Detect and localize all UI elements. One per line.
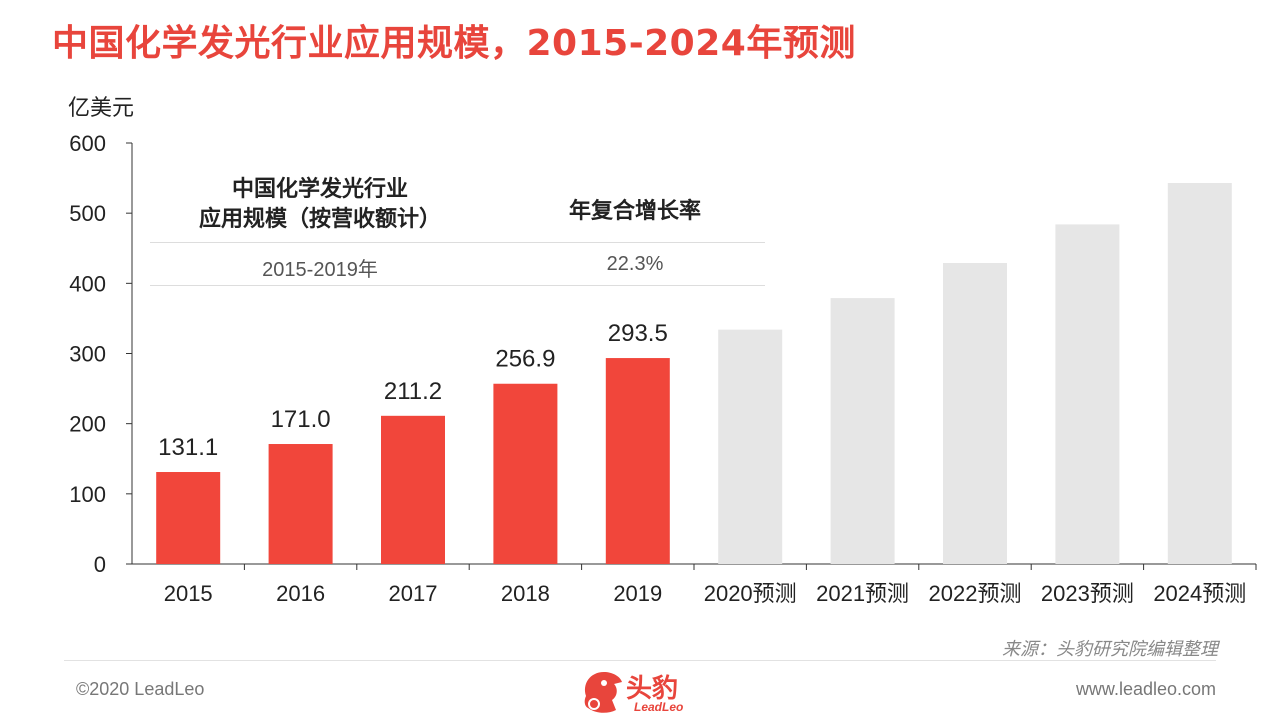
bar [1055, 224, 1120, 565]
y-tick-label: 0 [94, 552, 106, 577]
x-tick-label: 2020预测 [704, 581, 797, 606]
data-label: 131.1 [158, 434, 218, 461]
x-tick-label: 2018 [501, 581, 550, 606]
data-label: 293.5 [608, 320, 668, 347]
bar [381, 415, 445, 564]
cagr-header-rate: 年复合增长率 [568, 199, 701, 224]
y-tick-label: 600 [69, 131, 106, 156]
source-note: 来源：头豹研究院编辑整理 [1002, 639, 1218, 660]
website-link[interactable]: www.leadleo.com [1075, 679, 1216, 699]
x-tick-label: 2024预测 [1153, 581, 1246, 606]
bar-chart: 0 100 200 300 400 500 600 2015 131.1 2016 171.0 201… [69, 131, 1257, 606]
copyright-text: ©2020 LeadLeo [76, 679, 205, 699]
cagr-divider [150, 285, 765, 286]
leopard-head-icon [584, 672, 622, 713]
bar [268, 444, 333, 564]
logo-text: 头豹 [626, 674, 679, 704]
x-tick-label: 2022预测 [929, 581, 1022, 606]
cagr-period: 2015-2019年 [262, 259, 378, 281]
y-tick-label: 200 [69, 412, 106, 437]
bar [493, 383, 558, 564]
footer-divider [64, 660, 1216, 661]
x-tick-label: 2023预测 [1041, 581, 1134, 606]
cagr-rate: 22.3% [606, 253, 664, 275]
page-title: 中国化学发光行业应用规模，2015-2024年预测 [52, 23, 856, 64]
x-tick-label: 2016 [276, 581, 325, 606]
x-tick-label: 2017 [389, 581, 438, 606]
x-tick-label: 2019 [613, 581, 662, 606]
y-tick-label: 500 [69, 201, 106, 226]
bar [156, 472, 221, 564]
bar [718, 329, 783, 564]
y-axis-unit-label: 亿美元 [68, 96, 135, 121]
logo-subtext: LeadLeo [634, 700, 684, 714]
y-tick-label: 300 [69, 342, 106, 367]
y-tick-label: 400 [69, 271, 106, 296]
leadleo-logo: 头豹 LeadLeo [578, 664, 708, 720]
bar [830, 298, 895, 564]
bar [1167, 182, 1232, 564]
data-label: 256.9 [495, 346, 555, 373]
y-tick-label: 100 [69, 482, 106, 507]
bar [943, 262, 1007, 564]
cagr-divider [150, 242, 765, 243]
data-label: 171.0 [271, 406, 331, 433]
bar [605, 358, 670, 564]
x-tick-label: 2015 [164, 581, 213, 606]
data-label: 211.2 [384, 378, 442, 405]
x-tick-label: 2021预测 [816, 581, 909, 606]
cagr-header-scale: 中国化学发光行业 应用规模（按营收额计） [198, 177, 441, 232]
